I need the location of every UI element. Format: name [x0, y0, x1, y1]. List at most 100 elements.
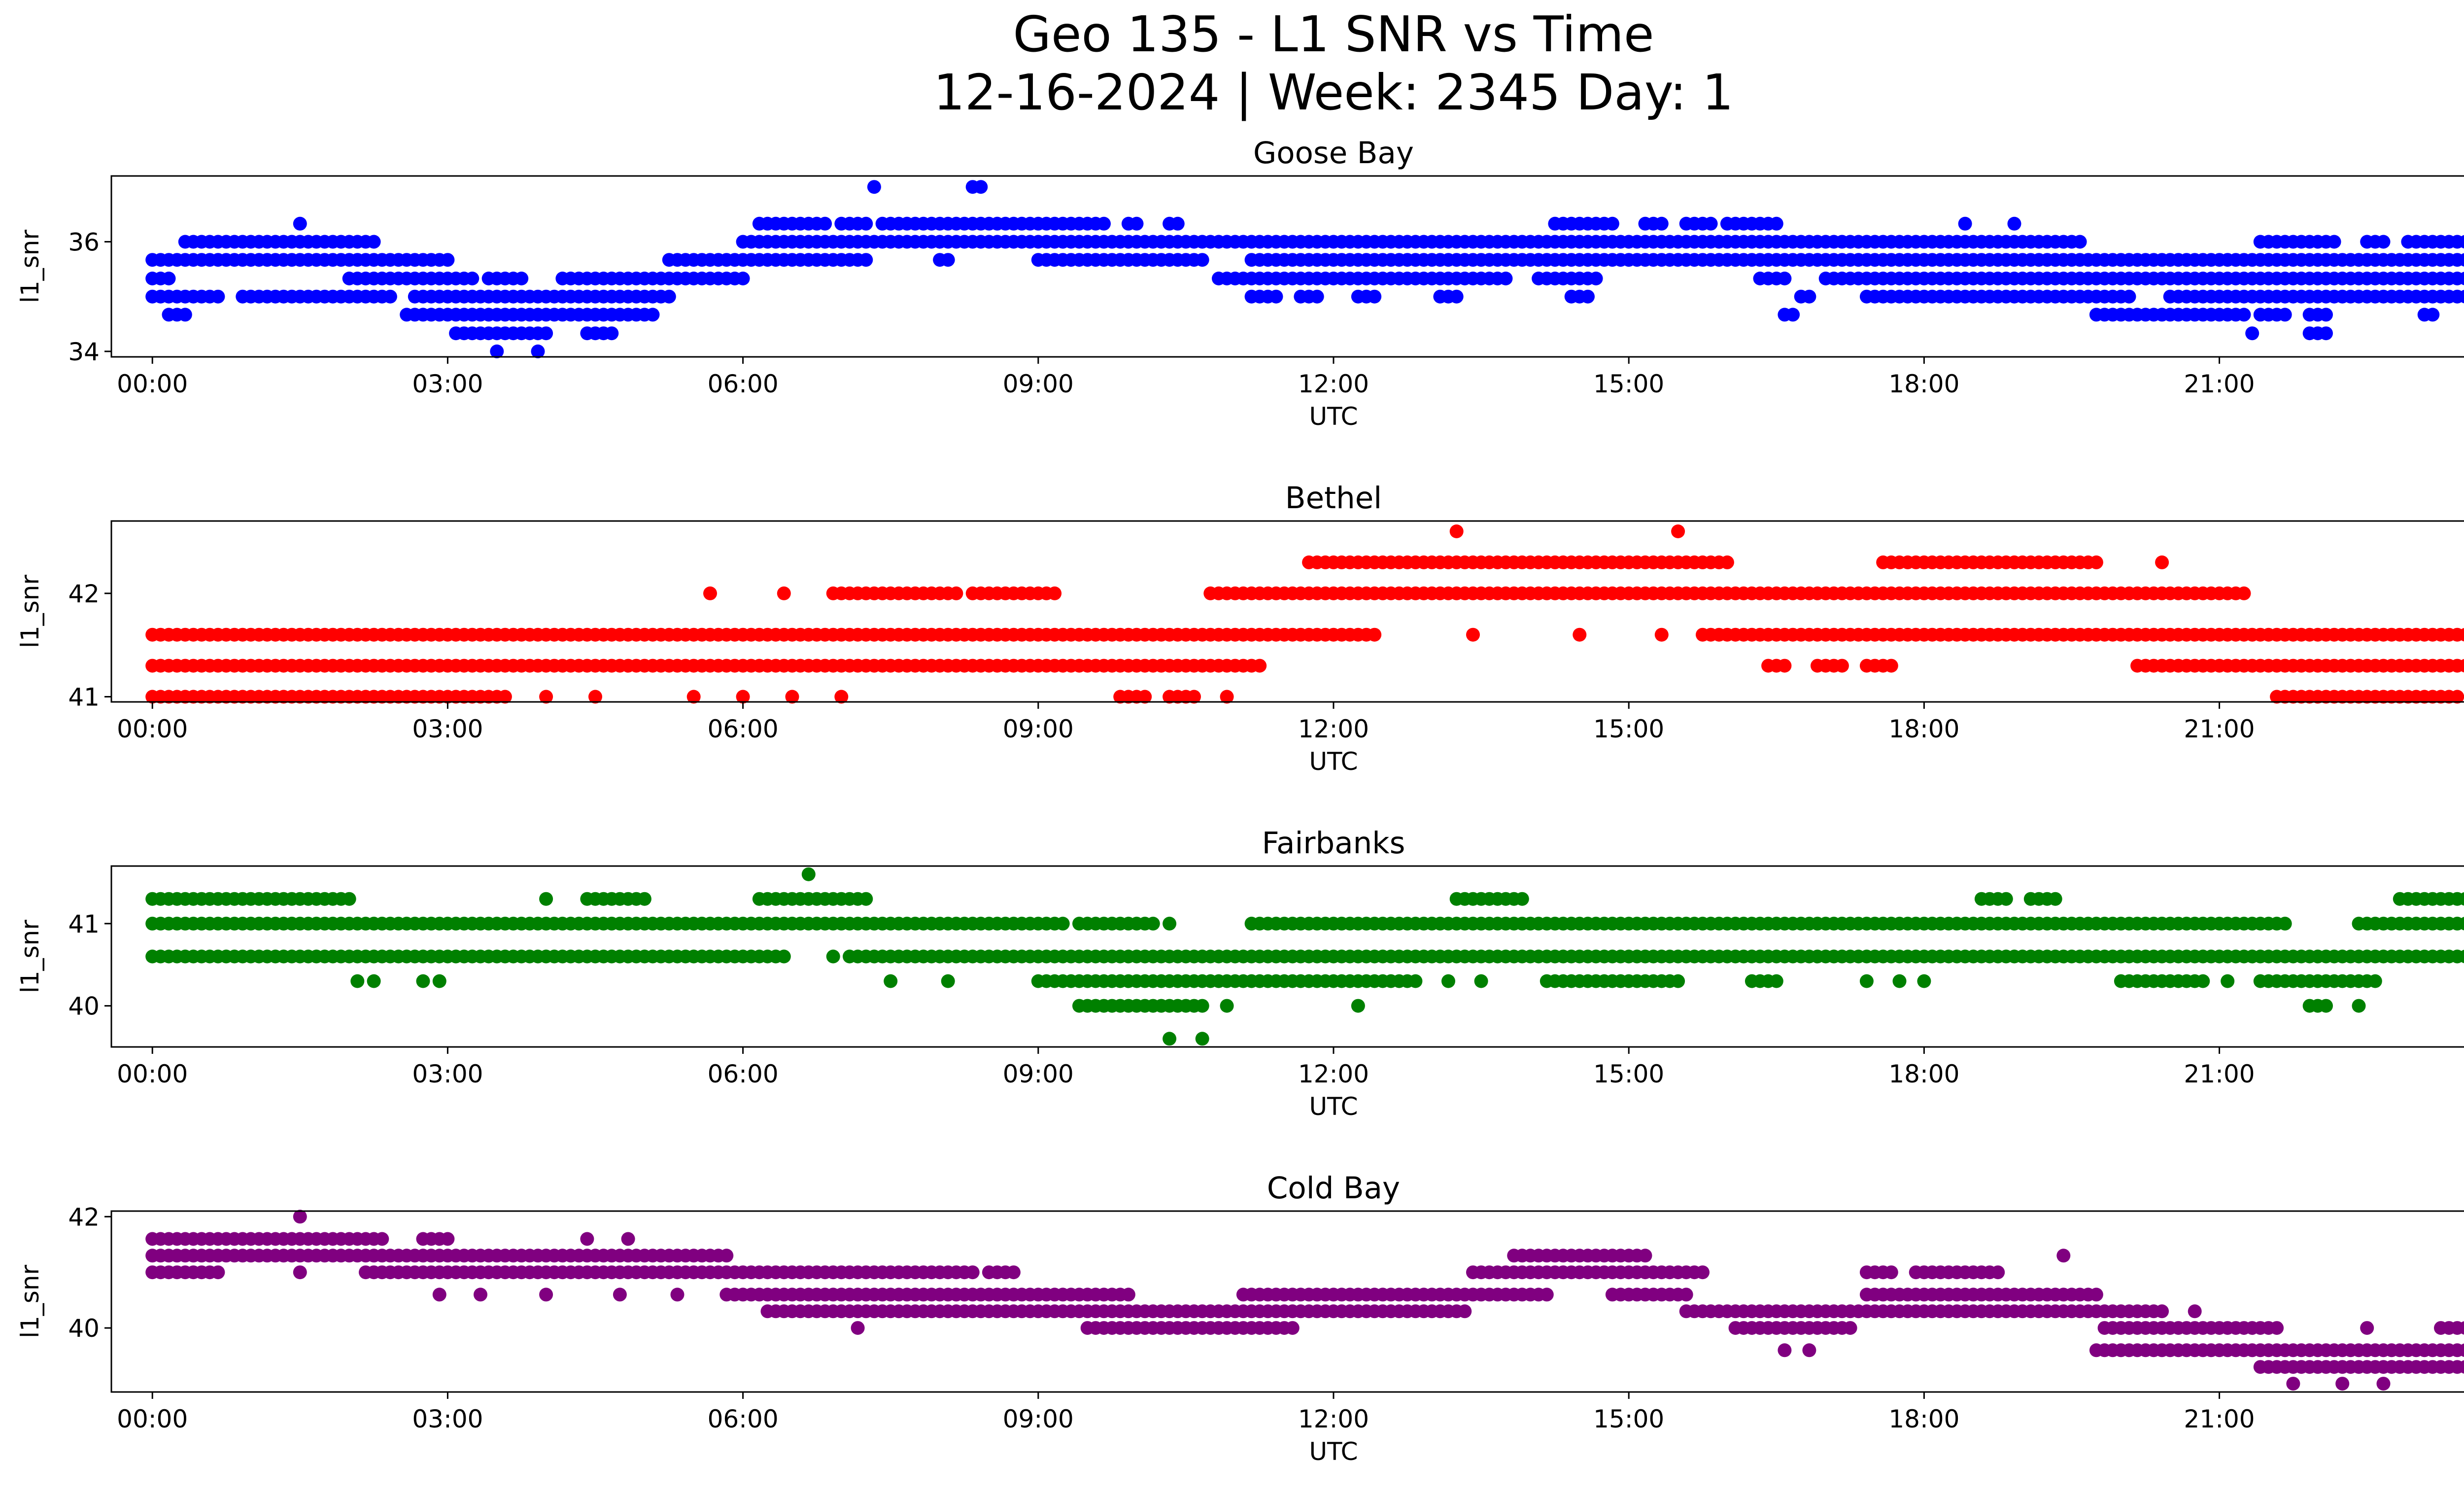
data-point: [613, 1287, 627, 1302]
data-point: [1499, 272, 1513, 285]
data-point: [1220, 999, 1234, 1013]
data-point: [531, 344, 545, 358]
x-tick-label: 06:00: [708, 1405, 779, 1433]
x-tick-label: 00:00: [117, 1060, 188, 1088]
y-axis-label: l1_snr: [16, 575, 44, 648]
data-point: [2458, 1321, 2464, 1335]
x-tick-label: 06:00: [708, 370, 779, 398]
data-point: [1170, 216, 1185, 231]
data-point: [1195, 253, 1209, 267]
data-point: [1368, 627, 1382, 642]
data-point: [867, 180, 881, 194]
data-point: [941, 253, 955, 267]
data-point: [539, 326, 553, 341]
data-point: [441, 253, 455, 267]
x-tick-label: 18:00: [1888, 1060, 1959, 1088]
data-point: [1310, 289, 1324, 304]
data-point: [884, 974, 898, 988]
data-point: [1121, 1287, 1135, 1302]
data-point: [1515, 892, 1529, 906]
data-points: [145, 524, 2464, 704]
data-point: [2458, 272, 2464, 285]
data-points: [145, 867, 2464, 1046]
data-point: [2458, 949, 2464, 964]
data-point: [2007, 216, 2021, 231]
figure-title-line1: Geo 135 - L1 SNR vs Time: [1013, 5, 1654, 63]
data-point: [1704, 216, 1718, 231]
data-point: [465, 272, 479, 285]
data-point: [211, 289, 225, 304]
x-tick-label: 12:00: [1298, 715, 1369, 743]
data-point: [859, 892, 873, 906]
data-point: [588, 690, 602, 704]
data-point: [2155, 555, 2169, 569]
data-point: [2278, 916, 2292, 931]
data-point: [350, 974, 365, 988]
data-point: [211, 1265, 225, 1280]
data-point: [1589, 272, 1603, 285]
data-point: [2056, 1249, 2071, 1263]
data-point: [2458, 290, 2464, 304]
data-point: [2237, 308, 2251, 322]
data-point: [1163, 916, 1177, 931]
data-point: [1441, 974, 1455, 988]
x-tick-label: 00:00: [117, 1405, 188, 1433]
data-point: [1884, 659, 1898, 673]
x-tick-label: 12:00: [1298, 370, 1369, 398]
data-point: [2278, 308, 2292, 322]
x-axis-label: UTC: [1309, 402, 1358, 431]
data-point: [1671, 524, 1685, 538]
data-point: [2245, 326, 2259, 341]
x-tick-label: 00:00: [117, 370, 188, 398]
data-point: [2458, 235, 2464, 249]
data-point: [2458, 892, 2464, 906]
data-point: [1859, 974, 1874, 988]
data-point: [1778, 659, 1792, 673]
data-point: [1097, 216, 1111, 231]
subplot-2: Fairbanks 00:00 03:00 06:00 09:00 12:00 15:00 1…: [16, 826, 2464, 1121]
data-point: [1958, 216, 1972, 231]
data-point: [719, 1249, 734, 1263]
x-tick-label: 12:00: [1298, 1405, 1369, 1433]
data-point: [2458, 1360, 2464, 1374]
data-point: [1368, 289, 1382, 304]
data-point: [1006, 1265, 1021, 1280]
data-point: [1654, 627, 1669, 642]
x-tick-label: 15:00: [1593, 370, 1664, 398]
x-tick-label: 15:00: [1593, 715, 1664, 743]
data-point: [1991, 1265, 2005, 1280]
data-point: [736, 690, 750, 704]
data-point: [2221, 974, 2235, 988]
y-axis-label: l1_snr: [16, 920, 44, 993]
data-point: [2335, 1377, 2350, 1391]
data-point: [1138, 690, 1152, 704]
subplot-title: Bethel: [1285, 481, 1382, 516]
data-point: [686, 690, 701, 704]
data-point: [1408, 974, 1423, 988]
data-point: [367, 235, 381, 249]
data-point: [2319, 308, 2333, 322]
figure-title-line2: 12-16-2024 | Week: 2345 Day: 1: [933, 64, 1733, 121]
data-point: [777, 949, 791, 964]
data-point: [637, 892, 651, 906]
x-tick-label: 03:00: [412, 1060, 483, 1088]
data-point: [2352, 999, 2366, 1013]
data-point: [2360, 1321, 2374, 1335]
data-point: [1999, 892, 2013, 906]
x-tick-label: 00:00: [117, 715, 188, 743]
data-point: [736, 272, 750, 285]
data-point: [490, 344, 504, 358]
data-point: [2073, 235, 2087, 249]
x-tick-label: 09:00: [1003, 370, 1074, 398]
data-point: [2458, 1343, 2464, 1357]
data-point: [1540, 1287, 1554, 1302]
data-point: [375, 1232, 389, 1246]
data-point: [1048, 586, 1062, 600]
data-point: [441, 1232, 455, 1246]
data-point: [1129, 216, 1144, 231]
x-tick-label: 09:00: [1003, 1405, 1074, 1433]
x-tick-label: 15:00: [1593, 1405, 1664, 1433]
y-tick-label: 40: [68, 1314, 100, 1343]
y-axis-label: l1_snr: [16, 1265, 44, 1338]
